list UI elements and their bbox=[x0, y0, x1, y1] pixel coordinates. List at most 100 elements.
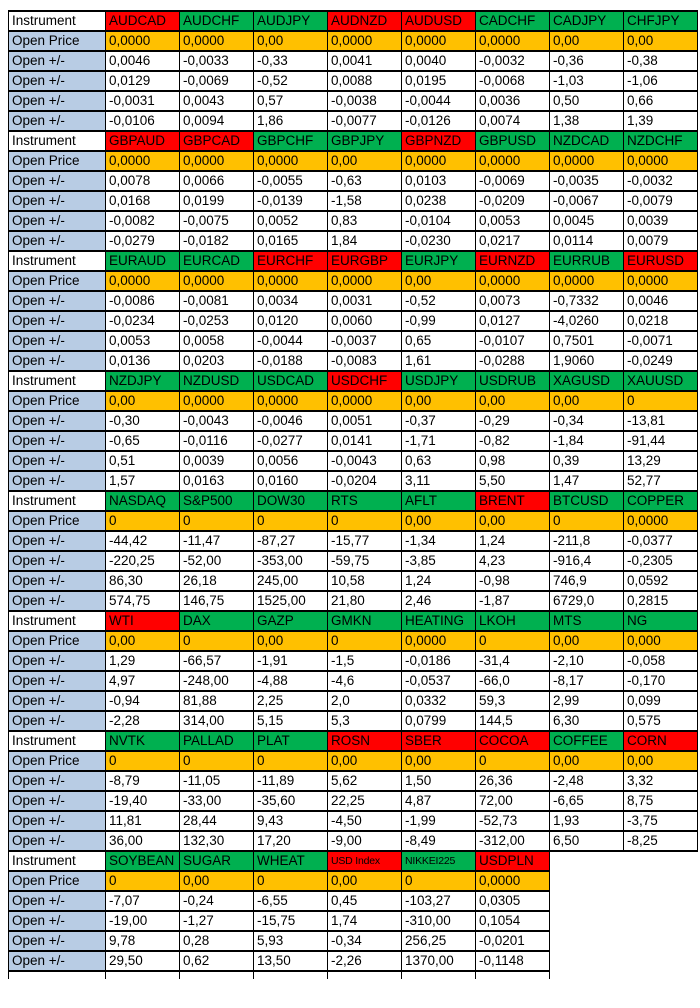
open-change-cell[interactable]: 4,23 bbox=[475, 550, 550, 572]
open-change-cell[interactable]: 1,74 bbox=[327, 910, 402, 932]
open-change-cell[interactable]: 0,0041 bbox=[327, 50, 402, 72]
row-label-open-change[interactable]: Open +/- bbox=[8, 70, 106, 92]
row-label-open-change[interactable]: Open +/- bbox=[8, 290, 106, 312]
row-label-open-change[interactable]: Open +/- bbox=[8, 790, 106, 812]
instrument-cell[interactable]: BRENT bbox=[475, 490, 550, 512]
open-change-cell[interactable]: 0,2815 bbox=[623, 590, 698, 612]
instrument-cell[interactable]: USDCHF bbox=[327, 370, 402, 392]
open-price-cell[interactable]: 0,00 bbox=[475, 390, 550, 412]
instrument-cell[interactable]: CADJPY bbox=[549, 10, 624, 32]
open-change-cell[interactable]: -0,0044 bbox=[401, 90, 476, 112]
open-change-cell[interactable]: 0,0053 bbox=[105, 330, 180, 352]
open-change-cell[interactable]: -0,36 bbox=[549, 50, 624, 72]
open-change-cell[interactable]: 0,0046 bbox=[105, 50, 180, 72]
open-price-cell[interactable]: 0,0000 bbox=[401, 150, 476, 172]
open-change-cell[interactable]: 0,39 bbox=[549, 450, 624, 472]
open-change-cell[interactable]: -33,00 bbox=[179, 790, 254, 812]
open-change-cell[interactable]: -0,0043 bbox=[179, 410, 254, 432]
open-change-cell[interactable]: 0,0305 bbox=[475, 890, 550, 912]
open-price-cell[interactable]: 0,0000 bbox=[179, 30, 254, 52]
open-change-cell[interactable]: -1,06 bbox=[623, 70, 698, 92]
open-price-cell[interactable]: 0,0000 bbox=[253, 270, 328, 292]
instrument-cell[interactable]: HEATING bbox=[401, 610, 476, 632]
open-change-cell[interactable]: -6,55 bbox=[253, 890, 328, 912]
open-change-cell[interactable]: -8,79 bbox=[105, 770, 180, 792]
open-change-cell[interactable]: -15,77 bbox=[327, 530, 402, 552]
row-label-open-change[interactable]: Open +/- bbox=[8, 110, 106, 132]
open-change-cell[interactable]: 0,575 bbox=[623, 710, 698, 732]
open-change-cell[interactable]: -0,0253 bbox=[179, 310, 254, 332]
instrument-cell[interactable]: USDRUB bbox=[475, 370, 550, 392]
open-change-cell[interactable]: 0,0078 bbox=[105, 170, 180, 192]
instrument-cell[interactable]: EURJPY bbox=[401, 250, 476, 272]
open-change-cell[interactable]: -2,48 bbox=[549, 770, 624, 792]
open-change-cell[interactable]: 0,0079 bbox=[623, 230, 698, 252]
open-change-cell[interactable]: 1370,00 bbox=[401, 950, 476, 972]
open-change-cell[interactable]: 5,15 bbox=[253, 710, 328, 732]
open-change-cell[interactable]: -0,0106 bbox=[105, 110, 180, 132]
row-label-open-change[interactable]: Open +/- bbox=[8, 890, 106, 912]
open-price-cell[interactable]: 0,0000 bbox=[327, 390, 402, 412]
open-change-cell[interactable]: -1,5 bbox=[327, 650, 402, 672]
open-change-cell[interactable]: -0,0044 bbox=[253, 330, 328, 352]
open-change-cell[interactable]: -4,88 bbox=[253, 670, 328, 692]
open-change-cell[interactable]: -0,94 bbox=[105, 690, 180, 712]
open-change-cell[interactable]: -0,0037 bbox=[327, 330, 402, 352]
open-change-cell[interactable]: 0,0043 bbox=[179, 90, 254, 112]
open-change-cell[interactable]: -91,44 bbox=[623, 430, 698, 452]
instrument-cell[interactable]: GMKN bbox=[327, 610, 402, 632]
open-price-cell[interactable]: 0,0000 bbox=[475, 870, 550, 892]
row-label-open-change[interactable]: Open +/- bbox=[8, 930, 106, 952]
instrument-cell[interactable]: COCOA bbox=[475, 730, 550, 752]
open-price-cell[interactable]: 0 bbox=[623, 390, 698, 412]
open-change-cell[interactable]: -0,0032 bbox=[623, 170, 698, 192]
row-label-open-change[interactable]: Open +/- bbox=[8, 410, 106, 432]
open-change-cell[interactable]: -7,07 bbox=[105, 890, 180, 912]
open-price-cell[interactable]: 0,0000 bbox=[105, 150, 180, 172]
open-change-cell[interactable]: -0,0075 bbox=[179, 210, 254, 232]
instrument-cell[interactable]: GBPCHF bbox=[253, 130, 328, 152]
instrument-cell[interactable]: USDJPY bbox=[401, 370, 476, 392]
open-price-cell[interactable]: 0,00 bbox=[549, 30, 624, 52]
open-change-cell[interactable]: -220,25 bbox=[105, 550, 180, 572]
row-label-open-change[interactable]: Open +/- bbox=[8, 330, 106, 352]
instrument-cell[interactable]: GBPUSD bbox=[475, 130, 550, 152]
open-price-cell[interactable]: 0,00 bbox=[623, 750, 698, 772]
open-change-cell[interactable]: 0,7501 bbox=[549, 330, 624, 352]
open-change-cell[interactable]: -0,0182 bbox=[179, 230, 254, 252]
open-change-cell[interactable]: 0,0094 bbox=[179, 110, 254, 132]
open-price-cell[interactable]: 0 bbox=[253, 750, 328, 772]
open-change-cell[interactable]: -1,84 bbox=[549, 430, 624, 452]
open-change-cell[interactable]: 21,80 bbox=[327, 590, 402, 612]
open-change-cell[interactable]: -0,0071 bbox=[623, 330, 698, 352]
row-label-open-change[interactable]: Open +/- bbox=[8, 570, 106, 592]
instrument-cell[interactable]: EURNZD bbox=[475, 250, 550, 272]
open-change-cell[interactable]: -19,40 bbox=[105, 790, 180, 812]
open-price-cell[interactable]: 0 bbox=[475, 750, 550, 772]
open-change-cell[interactable]: 13,50 bbox=[253, 950, 328, 972]
instrument-cell[interactable]: COFFEE bbox=[549, 730, 624, 752]
open-price-cell[interactable]: 0,0000 bbox=[327, 270, 402, 292]
open-change-cell[interactable]: 314,00 bbox=[179, 710, 254, 732]
open-change-cell[interactable]: -0,98 bbox=[475, 570, 550, 592]
open-change-cell[interactable]: 5,62 bbox=[327, 770, 402, 792]
open-change-cell[interactable]: 3,32 bbox=[623, 770, 698, 792]
instrument-cell[interactable]: NVTK bbox=[105, 730, 180, 752]
open-change-cell[interactable]: -0,24 bbox=[179, 890, 254, 912]
row-label-open-change[interactable]: Open +/- bbox=[8, 190, 106, 212]
row-label-open-change[interactable]: Open +/- bbox=[8, 430, 106, 452]
instrument-cell[interactable]: AUDUSD bbox=[401, 10, 476, 32]
open-change-cell[interactable]: 144,5 bbox=[475, 710, 550, 732]
instrument-cell[interactable]: SBER bbox=[401, 730, 476, 752]
instrument-cell[interactable]: XAGUSD bbox=[549, 370, 624, 392]
open-change-cell[interactable]: 0,0160 bbox=[253, 470, 328, 492]
open-change-cell[interactable]: 72,00 bbox=[475, 790, 550, 812]
row-label-open-change[interactable]: Open +/- bbox=[8, 90, 106, 112]
open-change-cell[interactable]: 0,0592 bbox=[623, 570, 698, 592]
instrument-cell[interactable]: S&P500 bbox=[179, 490, 254, 512]
open-change-cell[interactable]: -312,00 bbox=[475, 830, 550, 852]
open-change-cell[interactable]: -211,8 bbox=[549, 530, 624, 552]
open-change-cell[interactable]: 6,50 bbox=[549, 830, 624, 852]
open-change-cell[interactable]: -0,0083 bbox=[327, 350, 402, 372]
open-change-cell[interactable]: -0,0032 bbox=[475, 50, 550, 72]
